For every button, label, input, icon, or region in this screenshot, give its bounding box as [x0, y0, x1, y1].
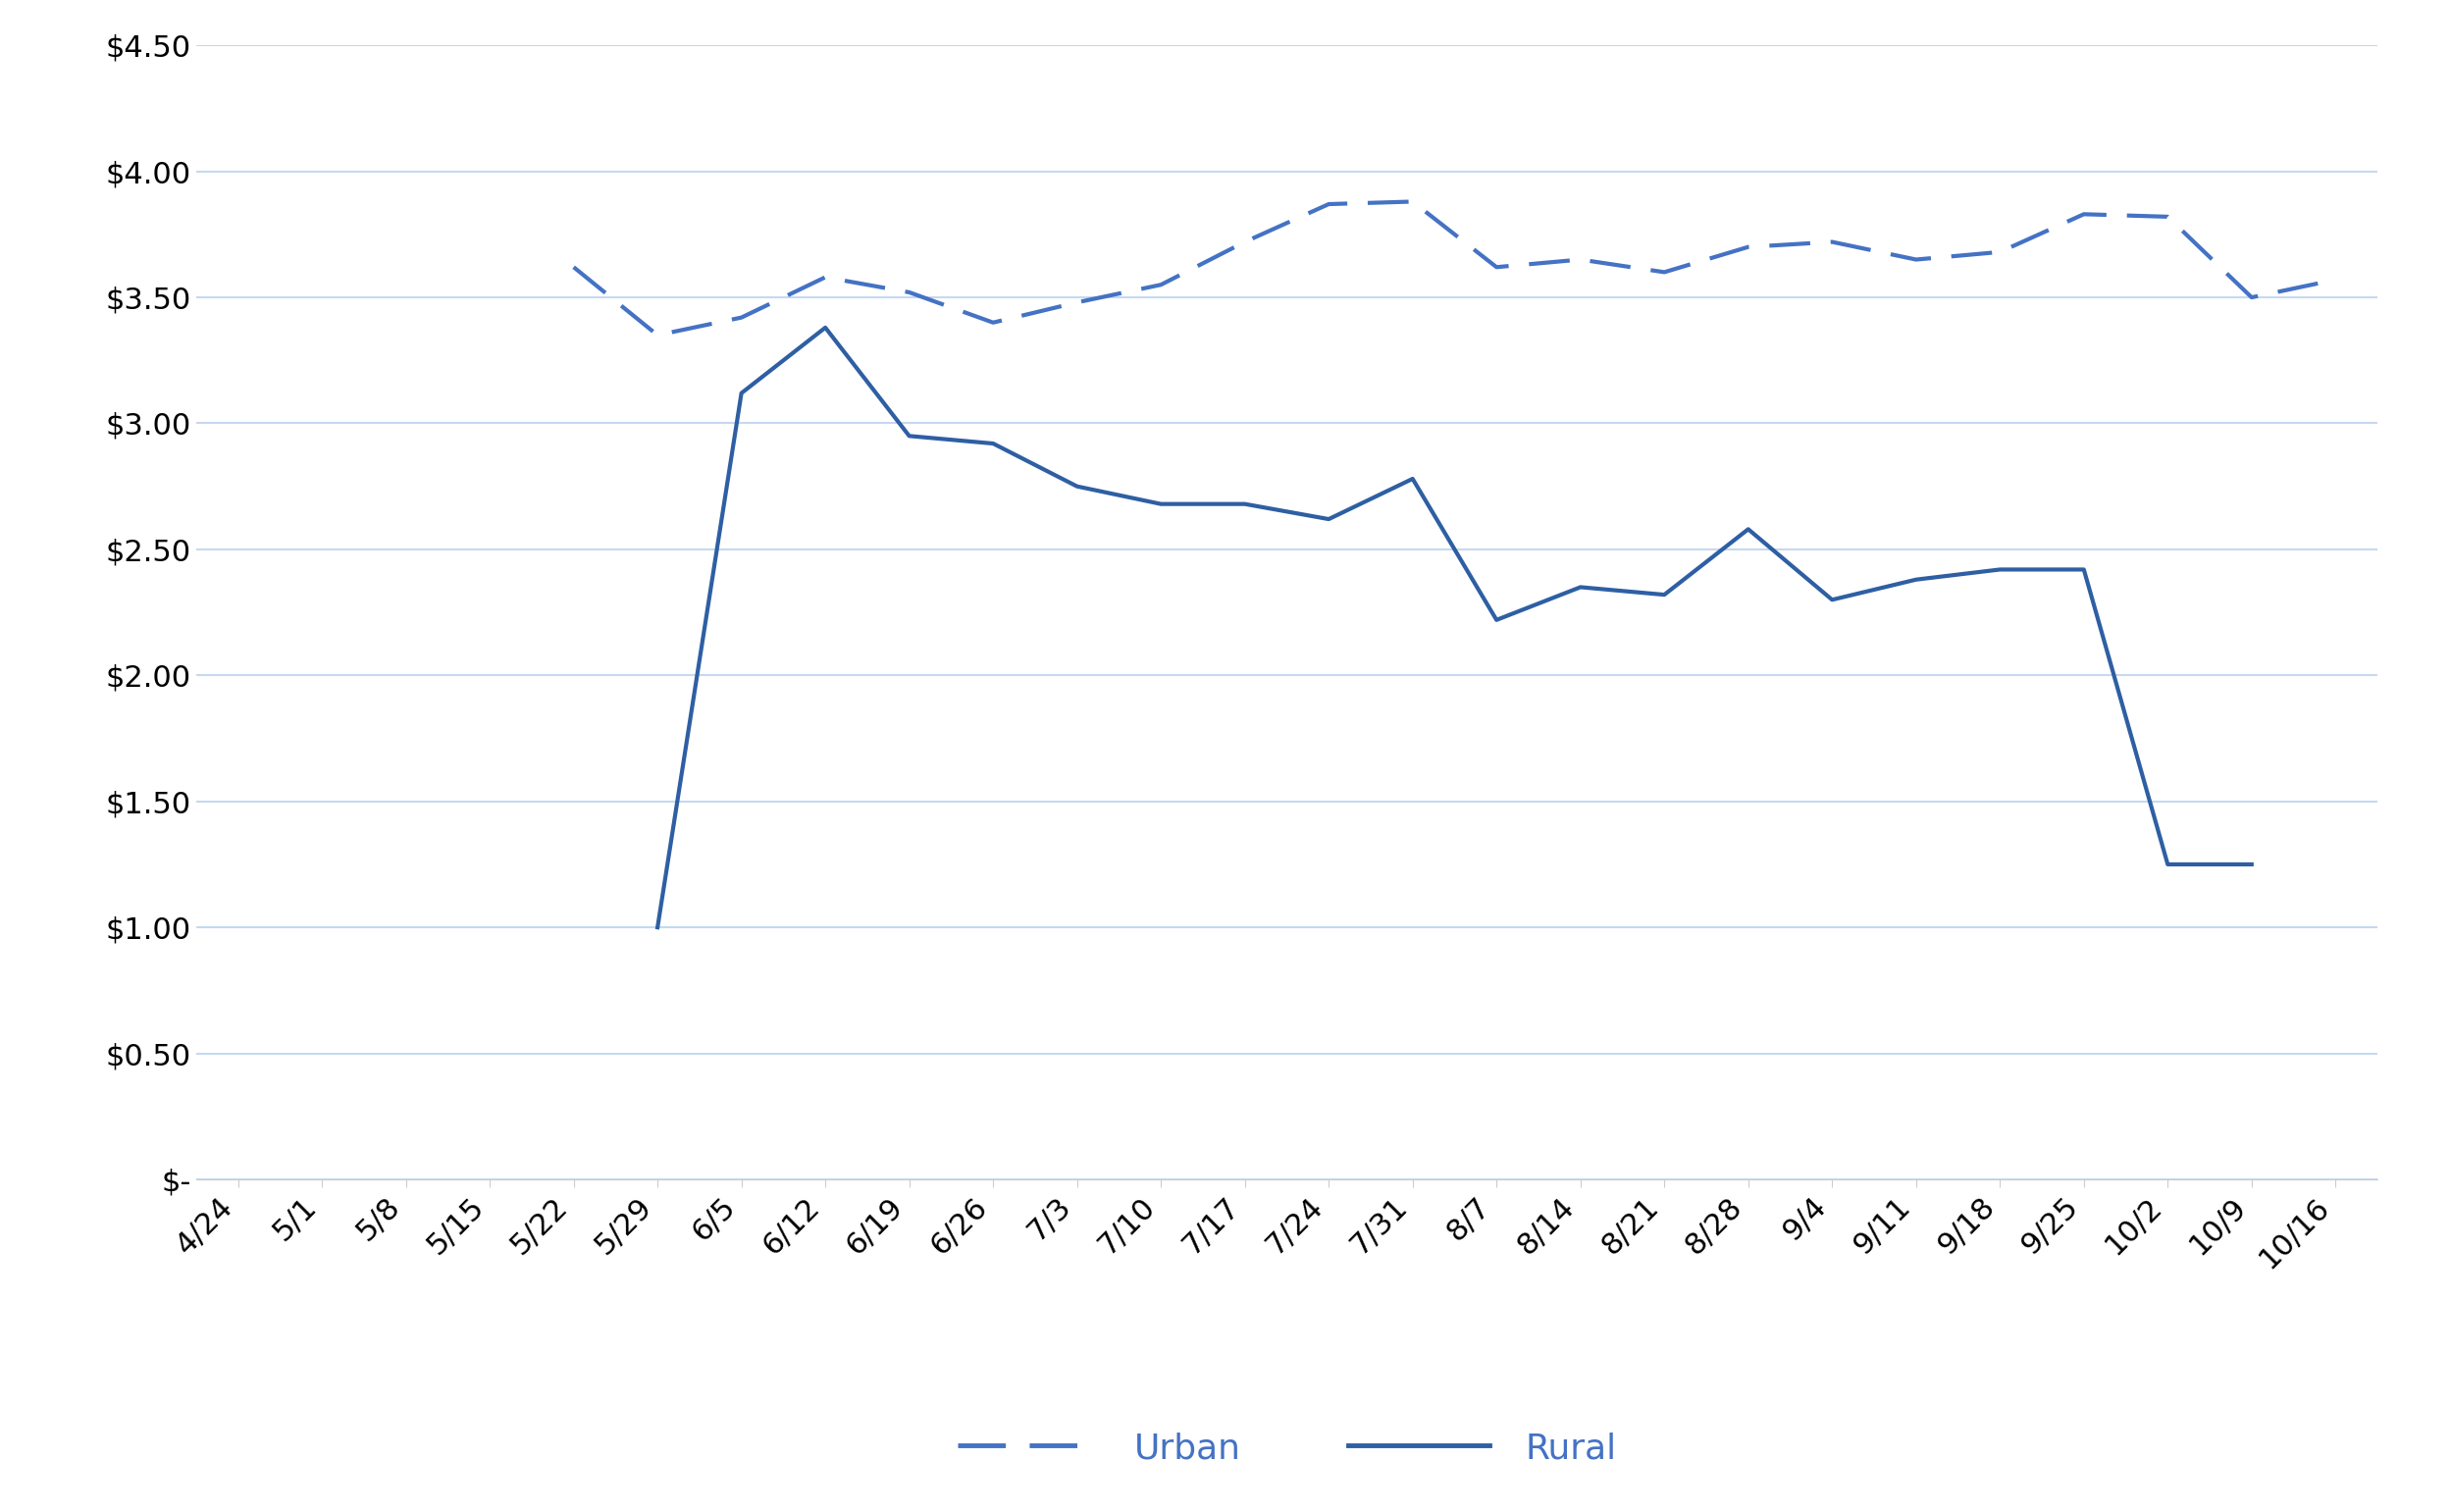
Rural [1650, 585, 1679, 603]
Urban [978, 313, 1007, 331]
Rural [1902, 570, 1931, 588]
Urban [1061, 293, 1091, 311]
Rural [1230, 494, 1260, 513]
Rural [1483, 611, 1512, 629]
Rural [725, 384, 755, 402]
Rural [1397, 470, 1426, 488]
Rural [2238, 856, 2267, 874]
Urban [559, 259, 588, 277]
Urban [2321, 271, 2351, 289]
Rural [1147, 494, 1176, 513]
Rural [2069, 561, 2098, 579]
Rural [2152, 856, 2181, 874]
Rural [1816, 591, 1848, 609]
Rural [895, 426, 924, 445]
Urban [1314, 195, 1343, 213]
Urban [2069, 206, 2098, 224]
Urban [1816, 233, 1848, 251]
Legend: Urban, Rural: Urban, Rural [944, 1417, 1630, 1479]
Line: Rural: Rural [657, 328, 2252, 927]
Rural [1061, 478, 1091, 496]
Urban [895, 283, 924, 301]
Urban [1733, 237, 1762, 256]
Rural [642, 918, 672, 936]
Urban [811, 268, 841, 286]
Urban [2238, 289, 2267, 307]
Urban [1985, 243, 2015, 262]
Rural [1314, 510, 1343, 528]
Urban [642, 327, 672, 345]
Rural [1566, 578, 1596, 596]
Urban [2152, 207, 2181, 225]
Rural [1733, 520, 1762, 538]
Rural [811, 319, 841, 337]
Urban [1566, 251, 1596, 269]
Rural [1985, 561, 2015, 579]
Rural [978, 434, 1007, 452]
Urban [1147, 275, 1176, 293]
Urban [1397, 192, 1426, 210]
Line: Urban: Urban [574, 201, 2336, 336]
Urban [1902, 251, 1931, 269]
Urban [1483, 259, 1512, 277]
Urban [1230, 233, 1260, 251]
Urban [725, 308, 755, 327]
Urban [1650, 263, 1679, 281]
